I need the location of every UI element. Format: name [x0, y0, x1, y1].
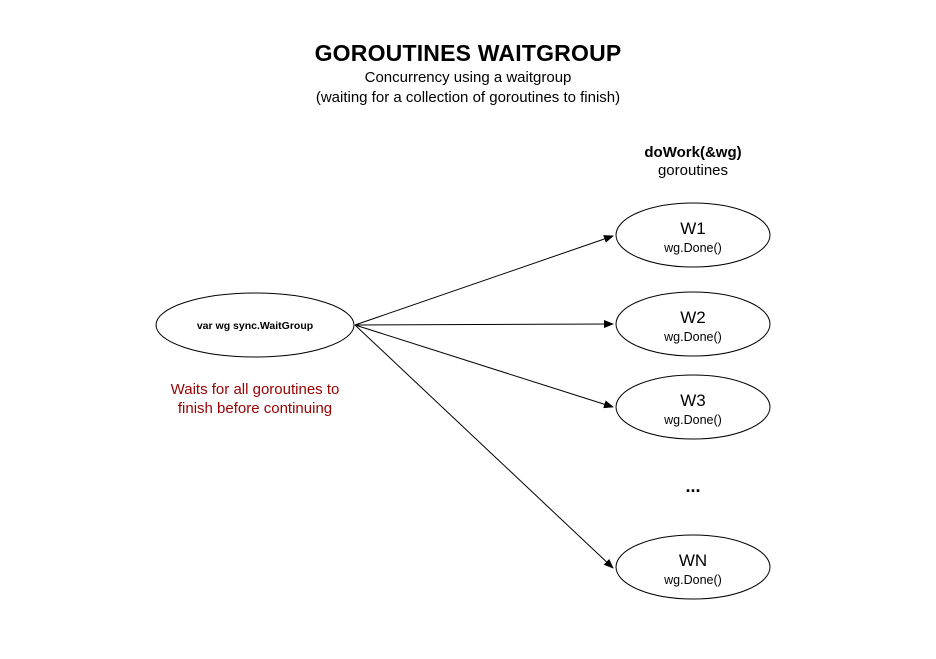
- waitgroup-note: Waits for all goroutines to finish befor…: [130, 380, 380, 418]
- worker-action: wg.Done(): [663, 241, 722, 255]
- worker-action: wg.Done(): [663, 330, 722, 344]
- diagram-title: GOROUTINES WAITGROUP: [314, 40, 622, 66]
- worker-name: W3: [680, 391, 706, 410]
- edge-to-w2: [354, 320, 614, 329]
- more-workers-ellipsis: ...: [685, 476, 701, 496]
- source-node-waitgroup: var wg sync.WaitGroup: [155, 292, 355, 358]
- worker-node-w3: W3 wg.Done(): [615, 374, 771, 440]
- worker-node-wn: WN wg.Done(): [615, 534, 771, 600]
- edge-to-w1: [354, 235, 614, 326]
- worker-action: wg.Done(): [663, 573, 722, 587]
- waitgroup-note-line2: finish before continuing: [177, 400, 333, 417]
- source-node-label: var wg sync.WaitGroup: [197, 320, 313, 332]
- worker-node-w1: W1 wg.Done(): [615, 202, 771, 268]
- diagram-subtitle: Concurrency using a waitgroup: [364, 69, 572, 86]
- workers-header-label: goroutines: [657, 162, 729, 179]
- workers-header-function: doWork(&wg): [644, 144, 742, 161]
- diagram-subtitle-detail: (waiting for a collection of goroutines …: [315, 89, 621, 106]
- worker-node-w2: W2 wg.Done(): [615, 291, 771, 357]
- edge-to-wn: [354, 324, 614, 569]
- worker-name: WN: [679, 551, 707, 570]
- worker-action: wg.Done(): [663, 413, 722, 427]
- waitgroup-note-line1: Waits for all goroutines to: [170, 381, 340, 398]
- edge-to-w3: [354, 324, 614, 409]
- worker-name: W2: [680, 308, 706, 327]
- worker-name: W1: [680, 219, 706, 238]
